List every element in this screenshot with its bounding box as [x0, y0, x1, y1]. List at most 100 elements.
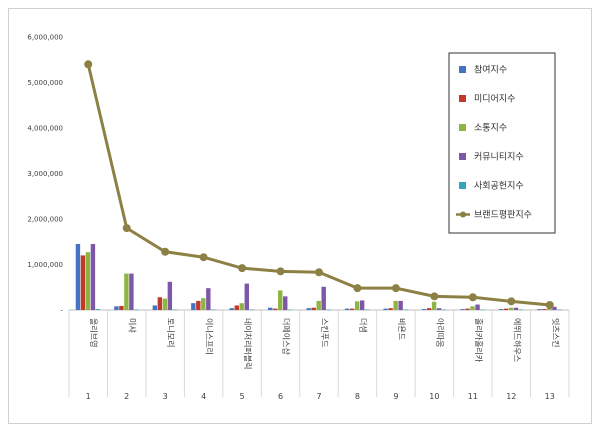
bar — [229, 308, 234, 310]
line-point — [161, 247, 170, 256]
legend-label: 브랜드평판지수 — [474, 210, 532, 221]
legend-swatch — [459, 182, 466, 189]
bar — [196, 300, 201, 310]
category-label: 토니모리 — [166, 318, 176, 347]
bar — [537, 309, 542, 310]
bar — [388, 308, 393, 310]
bar — [268, 307, 273, 310]
rank-label: 4 — [201, 392, 206, 401]
bar — [344, 308, 350, 310]
bar — [278, 290, 283, 310]
bar — [364, 309, 370, 311]
legend-label: 사회공헌지수 — [474, 181, 524, 192]
bar — [431, 301, 437, 310]
bar — [421, 309, 427, 310]
category-label: 비욘드 — [397, 318, 406, 340]
bar — [288, 309, 293, 311]
legend-marker — [460, 211, 466, 218]
line-point — [122, 224, 131, 233]
bar — [326, 309, 331, 311]
bar — [441, 309, 447, 311]
bar — [311, 307, 316, 310]
legend-label: 커뮤니티지수 — [474, 152, 524, 163]
y-tick-label: 1,000,000 — [27, 261, 63, 269]
rank-label: 9 — [393, 392, 398, 401]
bar — [206, 288, 211, 310]
line-point — [276, 267, 285, 276]
line-point — [315, 268, 323, 277]
bar — [80, 255, 86, 310]
line-point — [84, 60, 93, 69]
y-tick-label: 3,000,000 — [27, 170, 63, 178]
bar — [85, 252, 91, 310]
bar — [480, 309, 485, 311]
legend-box — [448, 52, 556, 234]
bar — [359, 300, 365, 310]
rank-label: 3 — [163, 392, 168, 401]
bar — [460, 309, 465, 310]
legend-label: 소통지수 — [474, 123, 507, 134]
bar — [398, 300, 403, 310]
legend-label: 미디어지수 — [474, 94, 515, 105]
category-label: 미샤 — [128, 318, 138, 333]
bar — [249, 309, 254, 311]
bar — [234, 305, 239, 310]
legend-swatch — [459, 66, 466, 73]
bar — [513, 307, 519, 310]
bar — [498, 309, 504, 310]
bar — [201, 298, 206, 310]
bar — [470, 306, 475, 310]
category-label: 에뛰드하우스 — [512, 318, 522, 362]
line-point — [468, 293, 477, 302]
bar — [547, 308, 552, 310]
rank-label: 6 — [278, 392, 283, 401]
line-point — [353, 284, 362, 293]
rank-label: 12 — [506, 392, 516, 401]
chart-frame: - 1,000,000 2,000,000 3,000,000 4,000,000 5,0… — [8, 8, 592, 424]
rank-label: 1 — [86, 392, 91, 401]
y-tick-label: 4,000,000 — [27, 125, 63, 133]
rank-label: 5 — [240, 392, 245, 401]
category-label: 이니스프리 — [205, 318, 215, 355]
bar — [239, 303, 244, 310]
bar — [552, 306, 557, 310]
category-label: 잇츠스킨 — [551, 318, 561, 347]
rank-label: 13 — [545, 392, 555, 401]
bar — [75, 244, 81, 310]
brand-reputation-chart: - 1,000,000 2,000,000 3,000,000 4,000,000 5,0… — [27, 34, 570, 401]
category-label: 더샘 — [358, 318, 367, 333]
y-tick-label: - — [60, 307, 63, 315]
y-tick-label: 2,000,000 — [27, 216, 63, 224]
category-label: 홀리카홀리카 — [474, 318, 484, 363]
line-point — [545, 300, 554, 309]
bar — [475, 304, 480, 310]
line-point — [199, 253, 208, 262]
bar — [119, 305, 124, 310]
rank-label: 8 — [355, 392, 360, 401]
bar — [95, 309, 101, 310]
bar — [244, 283, 249, 310]
bar — [349, 308, 355, 310]
bar — [354, 301, 360, 310]
y-tick-label: 5,000,000 — [27, 79, 63, 87]
legend-swatch — [459, 153, 466, 160]
line-point — [507, 297, 516, 306]
bar — [542, 309, 547, 310]
bar — [172, 309, 178, 311]
rank-label: 10 — [429, 392, 439, 401]
line-point — [238, 264, 247, 273]
bar — [129, 273, 134, 310]
bar — [162, 298, 168, 310]
rank-label: 2 — [124, 392, 129, 401]
y-tick-label: 6,000,000 — [27, 34, 63, 42]
bar — [211, 309, 216, 311]
category-label: 스킨푸드 — [320, 318, 330, 347]
bar — [426, 308, 432, 310]
bar — [273, 308, 278, 310]
bar — [152, 305, 158, 310]
bar — [191, 303, 196, 310]
bar — [283, 296, 288, 310]
category-label: 네이처리퍼블릭 — [243, 318, 253, 370]
rank-label: 7 — [316, 392, 321, 401]
line-point — [391, 284, 400, 293]
